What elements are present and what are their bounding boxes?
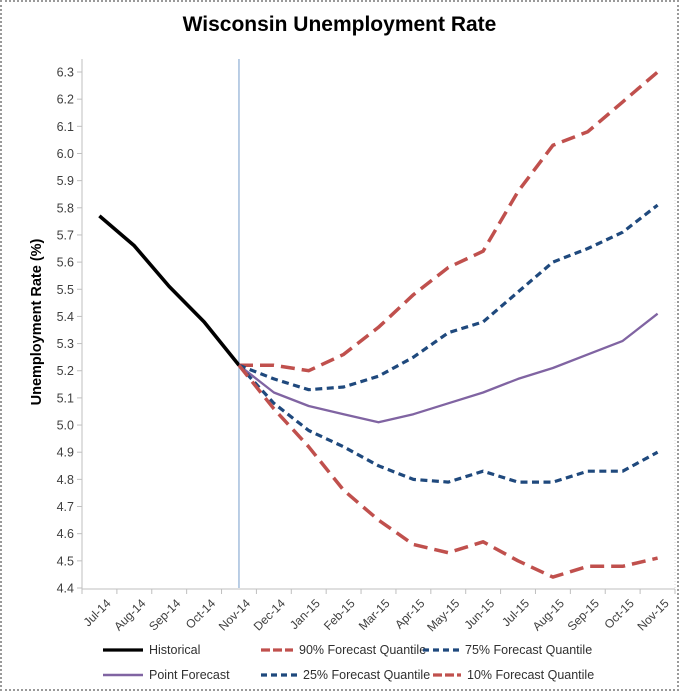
legend-label-historical: Historical: [149, 643, 201, 657]
legend-item-historical: Historical: [102, 642, 200, 658]
legend-label-90-quantile: 90% Forecast Quantile: [299, 643, 427, 657]
y-tick-label: 4.4: [57, 582, 74, 596]
legend-item-10-quantile: 10% Forecast Quantile: [432, 667, 594, 683]
y-tick-label: 6.0: [57, 147, 74, 161]
x-tick-label: Aug-14: [111, 596, 148, 633]
y-tick-label: 4.8: [57, 473, 74, 487]
x-tick-label: Nov-14: [216, 596, 253, 633]
x-tick-label: Jun-15: [461, 596, 497, 632]
y-tick-label: 5.2: [57, 364, 74, 378]
y-tick-label: 5.3: [57, 337, 74, 351]
y-tick-label: 4.9: [57, 446, 74, 460]
historical-line-swatch: [102, 645, 144, 655]
series-line-historical: [98, 214, 241, 367]
series-line-q10: [237, 364, 659, 579]
x-tick-label: Aug-15: [530, 596, 567, 633]
series-line-q90: [239, 70, 659, 373]
legend-item-25-quantile: 25% Forecast Quantile: [260, 667, 430, 683]
x-tick-label: Oct-14: [183, 596, 219, 632]
y-tick-label: 4.6: [57, 527, 74, 541]
y-tick-label: 4.5: [57, 554, 74, 568]
x-tick-label: Jul-15: [499, 596, 532, 629]
series-line-q75: [238, 203, 659, 392]
legend-item-75-quantile: 75% Forecast Quantile: [422, 642, 592, 658]
x-tick-label: Mar-15: [356, 596, 393, 633]
25-quantile-line-swatch: [260, 670, 298, 680]
x-tick-label: May-15: [424, 596, 462, 634]
x-tick-label: Dec-14: [251, 596, 288, 633]
point-forecast-line-swatch: [102, 670, 144, 680]
y-tick-label: 5.5: [57, 283, 74, 297]
y-tick-label: 5.8: [57, 201, 74, 215]
x-tick-label: Apr-15: [392, 596, 428, 632]
x-tick-label: Oct-15: [601, 596, 637, 632]
y-tick-label: 5.7: [57, 228, 74, 242]
x-tick-label: Nov-15: [634, 596, 671, 633]
y-tick-label: 6.2: [57, 93, 74, 107]
series-line-point_forecast: [238, 312, 659, 424]
y-tick-label: 6.3: [57, 66, 74, 80]
legend-label-point-forecast: Point Forecast: [149, 668, 230, 682]
y-tick-label: 5.1: [57, 391, 74, 405]
y-tick-label: 4.7: [57, 500, 74, 514]
chart-title: Wisconsin Unemployment Rate: [182, 13, 497, 36]
x-tick-label: Jul-14: [81, 596, 114, 629]
y-tick-label: 5.0: [57, 419, 74, 433]
y-tick-label: 6.1: [57, 120, 74, 134]
x-tick-label: Jan-15: [287, 596, 323, 632]
x-tick-label: Sep-15: [565, 596, 602, 633]
legend-item-90-quantile: 90% Forecast Quantile: [260, 642, 426, 658]
x-tick-label: Sep-14: [146, 596, 183, 633]
y-tick-label: 5.4: [57, 310, 74, 324]
legend-label-10-quantile: 10% Forecast Quantile: [467, 668, 595, 682]
10-quantile-line-swatch: [432, 670, 462, 680]
75-quantile-line-swatch: [422, 645, 460, 655]
y-tick-label: 5.6: [57, 256, 74, 270]
y-tick-label: 5.9: [57, 174, 74, 188]
legend-label-75-quantile: 75% Forecast Quantile: [465, 643, 593, 657]
legend-item-point-forecast: Point Forecast: [102, 667, 230, 683]
x-tick-label: Feb-15: [321, 596, 358, 633]
legend-label-25-quantile: 25% Forecast Quantile: [303, 668, 431, 682]
90-quantile-line-swatch: [260, 645, 294, 655]
series-line-q25: [237, 364, 659, 484]
